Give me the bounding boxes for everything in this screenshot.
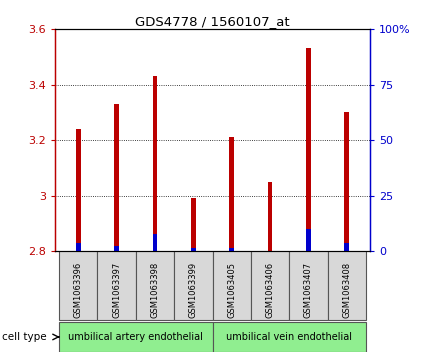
Bar: [230, 137, 234, 251]
Text: GSM1063408: GSM1063408: [342, 262, 351, 318]
Bar: [59, 251, 97, 320]
Bar: [306, 49, 311, 251]
Bar: [328, 251, 366, 320]
Bar: [268, 182, 272, 251]
Bar: [212, 322, 366, 352]
Bar: [344, 243, 349, 251]
Text: GSM1063396: GSM1063396: [74, 261, 83, 318]
Bar: [76, 243, 81, 251]
Bar: [174, 251, 212, 320]
Text: GSM1063397: GSM1063397: [112, 261, 121, 318]
Bar: [114, 246, 119, 251]
Bar: [59, 322, 212, 352]
Title: GDS4778 / 1560107_at: GDS4778 / 1560107_at: [135, 15, 290, 28]
Bar: [191, 248, 196, 251]
Bar: [289, 251, 328, 320]
Text: GSM1063407: GSM1063407: [304, 262, 313, 318]
Text: GSM1063398: GSM1063398: [150, 261, 159, 318]
Bar: [97, 251, 136, 320]
Text: GSM1063406: GSM1063406: [266, 262, 275, 318]
Bar: [76, 129, 81, 251]
Text: umbilical artery endothelial: umbilical artery endothelial: [68, 332, 203, 342]
Bar: [191, 199, 196, 251]
Text: cell type: cell type: [2, 332, 47, 342]
Bar: [344, 112, 349, 251]
Text: GSM1063399: GSM1063399: [189, 262, 198, 318]
Bar: [153, 76, 157, 251]
Text: umbilical vein endothelial: umbilical vein endothelial: [226, 332, 352, 342]
Bar: [251, 251, 289, 320]
Bar: [212, 251, 251, 320]
Bar: [136, 251, 174, 320]
Bar: [153, 234, 157, 251]
Bar: [306, 229, 311, 251]
Bar: [230, 248, 234, 251]
Text: GSM1063405: GSM1063405: [227, 262, 236, 318]
Bar: [114, 104, 119, 251]
